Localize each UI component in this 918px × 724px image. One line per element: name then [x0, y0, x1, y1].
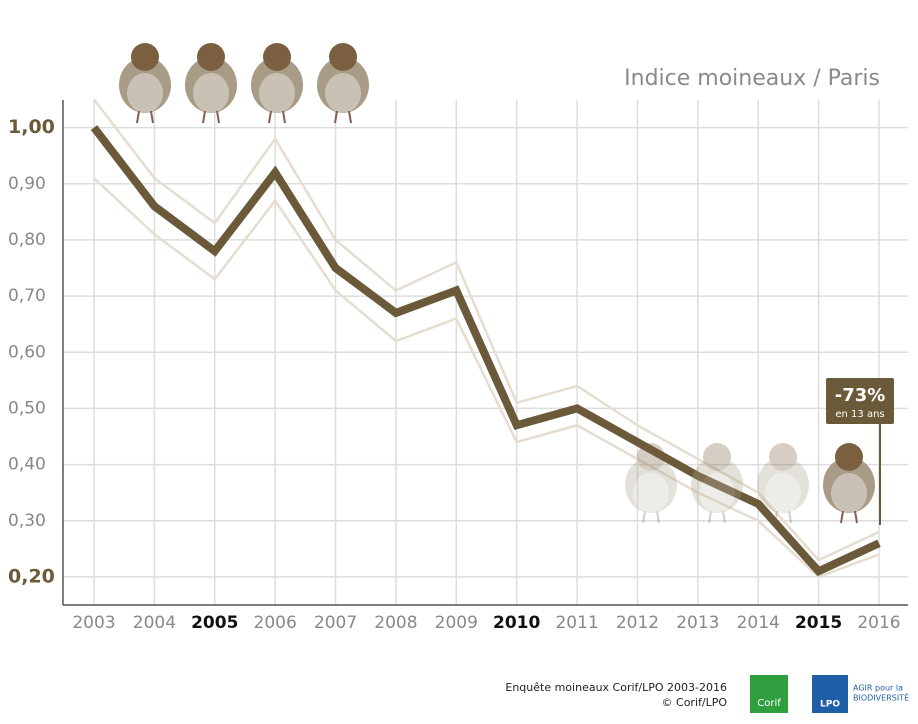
annotation-box [826, 378, 894, 424]
x-tick-label: 2009 [435, 613, 478, 633]
bird [691, 443, 743, 524]
bird [317, 43, 369, 124]
bird [823, 443, 875, 524]
logo-lpo-text: LPO [820, 700, 840, 710]
logo-corif [750, 675, 788, 713]
bird-belly [765, 473, 801, 513]
bird [757, 443, 809, 524]
bird-leg [348, 110, 352, 124]
x-tick-label: 2012 [616, 613, 659, 633]
bird-body [757, 457, 809, 513]
bird-leg [722, 510, 726, 524]
index-line [90, 125, 881, 577]
bird [185, 43, 237, 124]
y-tick-label: 0,50 [8, 398, 46, 418]
annotation: -73% en 13 ans [826, 378, 894, 525]
bird-belly [633, 473, 669, 513]
bird-belly [831, 473, 867, 513]
annotation-value: -73% [835, 385, 886, 406]
logo-biodiv: BIODIVERSITÉ [853, 692, 909, 703]
bird-head [835, 443, 863, 471]
bird-head [769, 443, 797, 471]
bird-belly [127, 73, 163, 113]
bird-leg [840, 510, 844, 524]
y-tick-label: 0,70 [8, 286, 46, 306]
bird [251, 43, 303, 124]
bird-leg [150, 110, 154, 124]
y-tick-label: 0,30 [8, 511, 46, 531]
bird-leg [708, 510, 712, 524]
bird-leg [774, 510, 778, 524]
x-tick-label: 2007 [314, 613, 357, 633]
confidence-line [93, 177, 880, 579]
y-tick-label: 0,20 [8, 565, 55, 587]
annotation-text: en 13 ans [835, 409, 884, 420]
bird-leg [334, 110, 338, 124]
logo-lpo [812, 675, 848, 713]
x-tick-label: 2004 [133, 613, 176, 633]
bird-head [131, 43, 159, 71]
y-tick-label: 1,00 [8, 116, 55, 138]
bird-leg [136, 110, 140, 124]
y-tick-label: 0,80 [8, 230, 46, 250]
y-tick-label: 0,40 [8, 455, 46, 475]
bird-belly [699, 473, 735, 513]
bird-head [197, 43, 225, 71]
bird-leg [656, 510, 660, 524]
bird-body [625, 457, 677, 513]
chart-title: Indice moineaux / Paris [624, 66, 880, 91]
x-tick-label: 2014 [737, 613, 780, 633]
x-tick-label: 2005 [191, 613, 238, 633]
bird [119, 43, 171, 124]
x-tick-label: 2006 [254, 613, 297, 633]
bird-leg [216, 110, 220, 124]
x-tick-label: 2008 [374, 613, 417, 633]
x-tick-label: 2011 [555, 613, 598, 633]
x-tick-label: 2010 [493, 613, 540, 633]
bird-belly [193, 73, 229, 113]
x-tick-label: 2016 [857, 613, 900, 633]
x-tick-label: 2003 [72, 613, 115, 633]
logo-corif-text: Corif [757, 698, 781, 709]
bird-head [637, 443, 665, 471]
copyright: © Corif/LPO [662, 696, 728, 709]
bird-head [263, 43, 291, 71]
bird-leg [282, 110, 286, 124]
y-tick-label: 0,60 [8, 342, 46, 362]
source: Enquête moineaux Corif/LPO 2003-2016 [505, 681, 727, 694]
bird-leg [788, 510, 792, 524]
bird-leg [268, 110, 272, 124]
bird-belly [325, 73, 361, 113]
x-tick-label: 2013 [676, 613, 719, 633]
bird-body [691, 457, 743, 513]
bird-head [703, 443, 731, 471]
birds [119, 43, 875, 524]
bird-leg [854, 510, 858, 524]
confidence-line [93, 98, 880, 562]
bird-head [329, 43, 357, 71]
logo-agir: AGIR pour la [853, 684, 903, 693]
y-tick-label: 0,90 [8, 174, 46, 194]
bird-leg [642, 510, 646, 524]
bird-belly [259, 73, 295, 113]
bird-leg [202, 110, 206, 124]
bird [625, 443, 677, 524]
x-tick-label: 2015 [795, 613, 842, 633]
